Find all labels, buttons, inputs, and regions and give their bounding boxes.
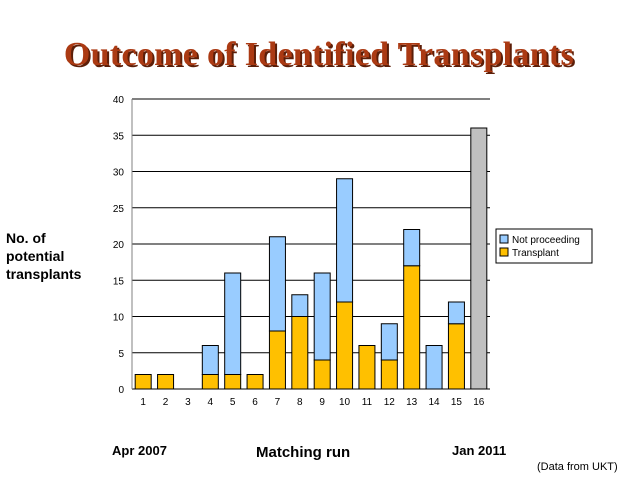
bar-not-proceeding <box>313 272 331 361</box>
y-axis-label: No. of potential transplants <box>6 229 81 283</box>
x-tick-label: 2 <box>163 397 169 408</box>
y-tick-label: 20 <box>113 240 125 251</box>
bar-transplant <box>380 359 398 390</box>
bar-not-proceeding <box>201 345 219 375</box>
chart-title: Outcome of Identified Transplants <box>63 36 575 73</box>
bar-transplant <box>336 301 354 390</box>
bar-not-proceeding <box>403 229 421 267</box>
y-axis-label-line: potential <box>6 248 65 264</box>
x-tick-label: 13 <box>406 397 418 408</box>
bar-grey <box>470 127 488 390</box>
x-tick-label: 3 <box>185 397 191 408</box>
y-tick-label: 15 <box>113 276 125 287</box>
y-tick-label: 30 <box>113 168 125 179</box>
x-tick-label: 14 <box>429 397 441 408</box>
legend-label: Transplant <box>512 248 559 259</box>
y-axis-label-line: No. of <box>6 230 46 246</box>
y-tick-label: 40 <box>113 95 125 106</box>
bar-transplant <box>157 374 175 390</box>
x-tick-label: 9 <box>319 397 325 408</box>
x-tick-label: 12 <box>384 397 396 408</box>
x-tick-label: 4 <box>208 397 214 408</box>
bar-transplant <box>246 374 264 390</box>
legend-swatch <box>499 247 509 257</box>
bar-transplant <box>403 265 421 390</box>
y-tick-label: 35 <box>113 131 125 142</box>
bar-not-proceeding <box>447 301 465 325</box>
x-axis-label: Matching run <box>256 444 351 461</box>
bar-transplant <box>268 330 286 390</box>
y-tick-label: 25 <box>113 204 125 215</box>
bar-transplant <box>201 374 219 390</box>
source-note: (Data from UKT) <box>537 461 618 473</box>
bar-not-proceeding <box>291 294 309 317</box>
bar-not-proceeding <box>268 236 286 332</box>
x-tick-label: 7 <box>275 397 281 408</box>
start-date-label: Apr 2007 <box>112 443 167 458</box>
y-tick-label: 0 <box>118 385 124 396</box>
x-tick-label: 11 <box>362 397 373 408</box>
y-tick-label: 10 <box>113 313 125 324</box>
x-tick-label: 15 <box>451 397 463 408</box>
x-tick-label: 5 <box>230 397 236 408</box>
y-tick-label: 5 <box>118 349 124 360</box>
legend-box <box>495 228 593 264</box>
bar-transplant <box>313 359 331 390</box>
end-date-label: Jan 2011 <box>452 443 507 458</box>
legend-swatch <box>499 234 509 244</box>
x-tick-label: 10 <box>339 397 351 408</box>
bar-transplant <box>358 345 376 390</box>
x-tick-label: 6 <box>252 397 258 408</box>
legend-label: Not proceeding <box>512 235 580 246</box>
x-tick-label: 1 <box>140 397 146 408</box>
bar-transplant <box>447 323 465 390</box>
bar-transplant <box>134 374 152 390</box>
x-tick-label: 16 <box>473 397 485 408</box>
bar-transplant <box>291 316 309 390</box>
bar-not-proceeding <box>336 178 354 303</box>
x-tick-label: 8 <box>297 397 303 408</box>
bar-not-proceeding <box>224 272 242 375</box>
bar-transplant <box>224 374 242 390</box>
y-axis-label-line: transplants <box>6 266 82 282</box>
bar-not-proceeding <box>380 323 398 361</box>
bar-not-proceeding <box>425 345 443 390</box>
